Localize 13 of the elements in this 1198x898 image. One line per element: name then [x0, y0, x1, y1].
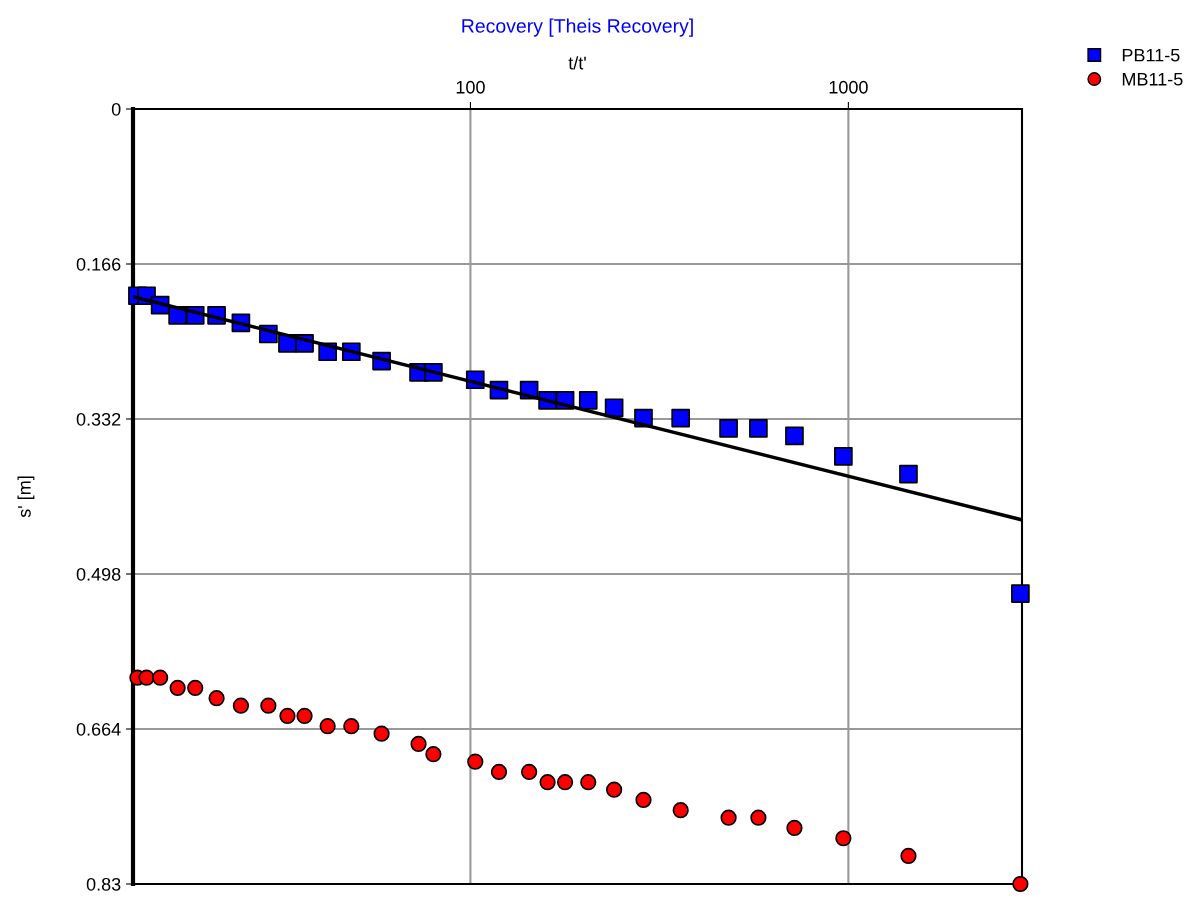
y-tick-label: 0.83: [86, 877, 121, 891]
y-tick-label: 0.332: [76, 412, 121, 426]
chart-title: Recovery [Theis Recovery]: [462, 18, 693, 37]
legend-label: PB11-5: [1122, 48, 1180, 62]
y-axis-title: s' [m]: [17, 476, 35, 518]
x-tick-label: 1000: [829, 80, 868, 94]
y-tick-label: 0.664: [76, 722, 121, 736]
x-axis-title: t/t': [568, 56, 586, 70]
y-tick-label: 0.498: [76, 567, 121, 581]
y-tick-label: 0: [111, 102, 121, 116]
x-tick-label: 100: [456, 80, 485, 94]
y-tick-label: 0.166: [76, 257, 121, 271]
legend-label: MB11-5: [1122, 72, 1183, 86]
